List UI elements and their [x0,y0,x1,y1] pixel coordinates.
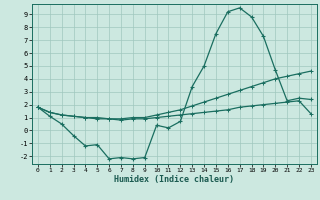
X-axis label: Humidex (Indice chaleur): Humidex (Indice chaleur) [115,175,234,184]
